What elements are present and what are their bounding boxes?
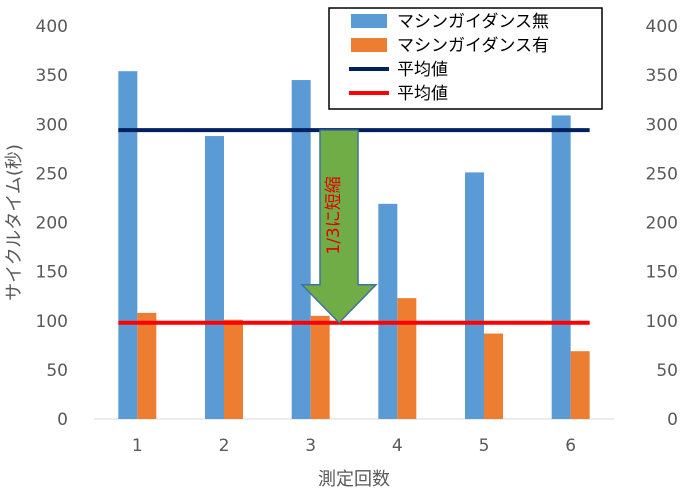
bar-with-guidance-2 xyxy=(224,319,243,419)
legend-label: 平均値 xyxy=(397,84,448,104)
legend-label: マシンガイダンス有 xyxy=(397,36,549,56)
y-tick-label: 100 xyxy=(36,312,68,332)
bars xyxy=(118,71,590,420)
secondary-y-tick-label: 250 xyxy=(646,164,678,184)
bar-without-guidance-2 xyxy=(205,136,224,420)
y-tick-label: 50 xyxy=(46,361,68,381)
secondary-y-tick-label: 200 xyxy=(646,214,678,234)
y-tick-label: 0 xyxy=(57,410,68,430)
x-tick-label: 2 xyxy=(219,436,230,456)
x-tick-label: 6 xyxy=(565,436,576,456)
bar-without-guidance-5 xyxy=(465,172,484,419)
secondary-y-axis-ticks: 0 50 100 150 200 250 300 350 400 xyxy=(646,17,678,430)
bar-without-guidance-1 xyxy=(118,71,138,419)
legend-label: マシンガイダンス無 xyxy=(397,12,549,32)
secondary-y-tick-label: 0 xyxy=(667,410,678,430)
y-axis-title: サイクルタイム(秒) xyxy=(4,144,25,301)
x-axis-title: 測定回数 xyxy=(318,469,390,490)
x-tick-label: 1 xyxy=(132,436,143,456)
x-tick-label: 3 xyxy=(305,436,316,456)
x-tick-label: 5 xyxy=(479,436,490,456)
y-tick-label: 200 xyxy=(36,214,68,234)
y-tick-label: 400 xyxy=(36,17,68,37)
legend-swatch xyxy=(351,38,387,52)
bar-without-guidance-4 xyxy=(378,203,398,419)
plot-area: 1/3に短縮 xyxy=(94,71,614,420)
secondary-y-tick-label: 150 xyxy=(646,263,678,283)
y-tick-label: 250 xyxy=(36,164,68,184)
bar-with-guidance-5 xyxy=(484,333,503,419)
annotation-text: 1/3に短縮 xyxy=(324,176,344,254)
annotation: 1/3に短縮 xyxy=(300,129,378,324)
bar-with-guidance-1 xyxy=(137,312,157,419)
secondary-y-tick-label: 350 xyxy=(646,66,678,86)
legend-swatch xyxy=(351,14,387,28)
secondary-y-tick-label: 400 xyxy=(646,17,678,37)
y-tick-label: 300 xyxy=(36,115,68,135)
y-tick-label: 150 xyxy=(36,263,68,283)
y-axis-ticks: 0 50 100 150 200 250 300 350 400 xyxy=(36,17,68,430)
bar-with-guidance-3 xyxy=(310,315,330,419)
secondary-y-tick-label: 50 xyxy=(656,361,678,381)
reduction-arrow xyxy=(300,129,378,324)
bar-with-guidance-4 xyxy=(397,298,417,419)
secondary-y-tick-label: 100 xyxy=(646,312,678,332)
legend-label: 平均値 xyxy=(397,60,448,80)
y-tick-label: 350 xyxy=(36,66,68,86)
secondary-y-tick-label: 300 xyxy=(646,115,678,135)
bar-with-guidance-6 xyxy=(570,351,590,419)
x-tick-label: 4 xyxy=(392,436,403,456)
x-axis-ticks: 1 2 3 4 5 6 xyxy=(132,436,576,456)
bar-without-guidance-6 xyxy=(551,115,571,419)
bar-without-guidance-3 xyxy=(291,80,311,419)
